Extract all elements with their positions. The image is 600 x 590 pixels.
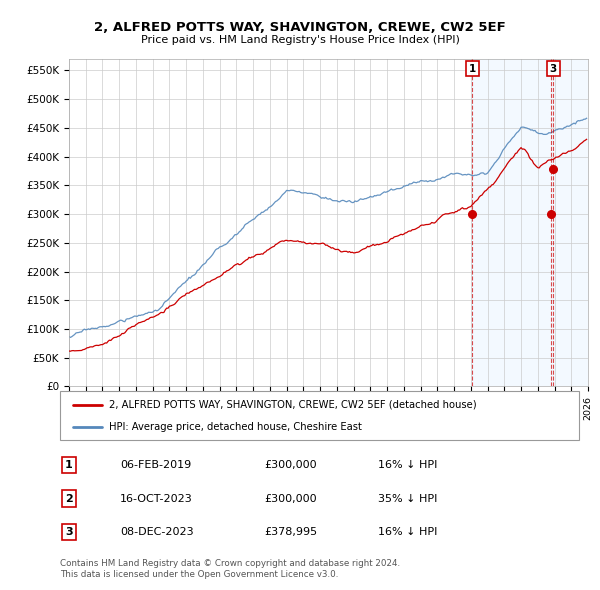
Text: Price paid vs. HM Land Registry's House Price Index (HPI): Price paid vs. HM Land Registry's House … (140, 35, 460, 45)
Text: £378,995: £378,995 (264, 527, 317, 537)
Text: 2, ALFRED POTTS WAY, SHAVINGTON, CREWE, CW2 5EF (detached house): 2, ALFRED POTTS WAY, SHAVINGTON, CREWE, … (109, 399, 477, 409)
Text: 16% ↓ HPI: 16% ↓ HPI (378, 527, 437, 537)
Text: 2: 2 (65, 494, 73, 503)
Text: HPI: Average price, detached house, Cheshire East: HPI: Average price, detached house, Ches… (109, 422, 362, 432)
Text: 16% ↓ HPI: 16% ↓ HPI (378, 460, 437, 470)
Text: £300,000: £300,000 (264, 494, 317, 503)
Text: 35% ↓ HPI: 35% ↓ HPI (378, 494, 437, 503)
Text: £300,000: £300,000 (264, 460, 317, 470)
Text: 1: 1 (65, 460, 73, 470)
Text: 2, ALFRED POTTS WAY, SHAVINGTON, CREWE, CW2 5EF: 2, ALFRED POTTS WAY, SHAVINGTON, CREWE, … (94, 21, 506, 34)
Text: 08-DEC-2023: 08-DEC-2023 (120, 527, 194, 537)
Bar (471, 59, 588, 386)
Text: Contains HM Land Registry data © Crown copyright and database right 2024.: Contains HM Land Registry data © Crown c… (60, 559, 400, 568)
Text: 3: 3 (550, 64, 557, 74)
Text: 16-OCT-2023: 16-OCT-2023 (120, 494, 193, 503)
Text: 06-FEB-2019: 06-FEB-2019 (120, 460, 191, 470)
Text: This data is licensed under the Open Government Licence v3.0.: This data is licensed under the Open Gov… (60, 571, 338, 579)
Text: 3: 3 (65, 527, 73, 537)
Text: 1: 1 (469, 64, 476, 74)
